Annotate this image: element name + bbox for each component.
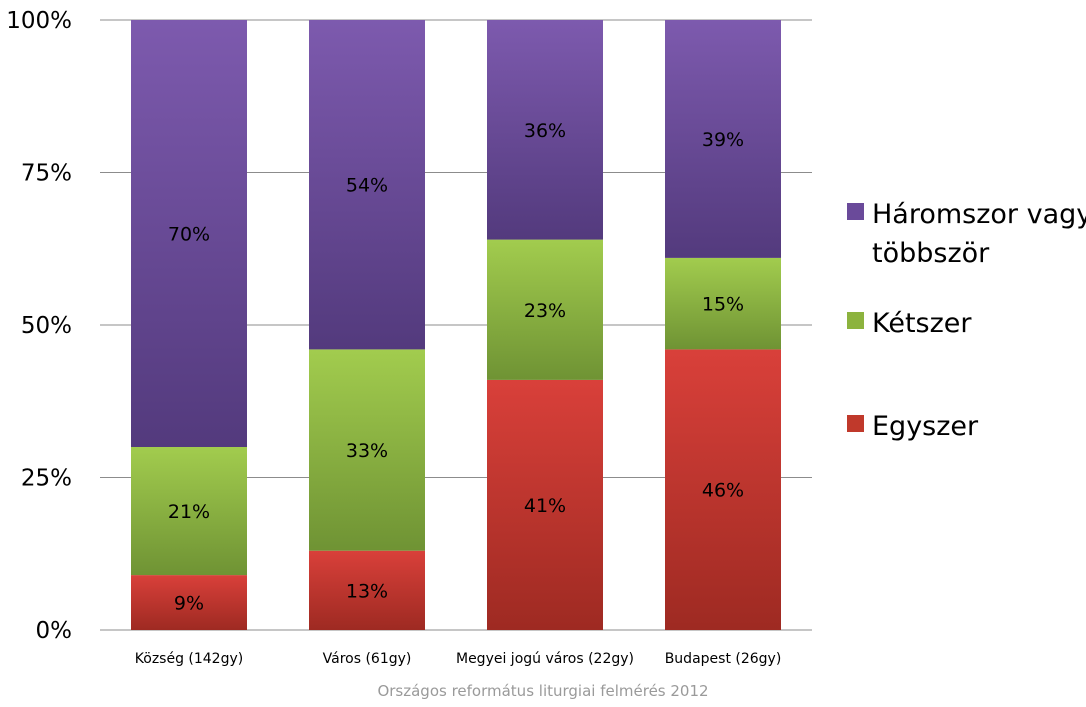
x-axis: Község (142gy) Város (61gy) Megyei jogú vá… [135,651,782,667]
y-tick-label: 75% [21,161,72,187]
data-label: 36% [524,120,566,142]
data-label: 15% [702,294,744,316]
legend-label: többször [872,238,990,269]
y-axis: 0% 25% 50% 75% 100% [6,8,72,644]
legend: Háromszor vagy többször Kétszer Egyszer [847,199,1086,442]
bar-segment [309,550,425,630]
data-label: 13% [346,580,388,602]
legend-label: Egyszer [872,411,979,442]
data-label: 70% [168,224,210,246]
data-label: 41% [524,495,566,517]
bar-segment [309,349,425,551]
bar-segment [131,575,247,630]
data-label: 21% [168,501,210,523]
legend-swatch [847,203,864,220]
bar-segment [487,379,603,630]
data-label: 23% [524,300,566,322]
bar-segment [131,447,247,576]
legend-label: Háromszor vagy [872,199,1086,230]
x-tick-label: Budapest (26gy) [665,651,782,667]
bars: 9% 21% 70% 13% 33% 54% 41% 23% 36% 46% 15% 39% [131,20,781,630]
legend-swatch [847,415,864,432]
y-tick-label: 0% [36,618,73,644]
data-label: 54% [346,175,388,197]
bar-segment [665,349,781,630]
x-tick-label: Város (61gy) [323,651,412,667]
data-label: 39% [702,129,744,151]
y-tick-label: 50% [21,313,72,339]
y-tick-label: 100% [6,8,72,34]
legend-label: Kétszer [872,308,972,339]
bar-segment [487,20,603,240]
y-tick-label: 25% [21,466,72,492]
data-label: 33% [346,440,388,462]
x-tick-label: Megyei jogú város (22gy) [456,651,634,667]
x-tick-label: Község (142gy) [135,651,243,667]
bar-segment [131,20,247,447]
bar-segment [487,239,603,380]
bar-segment [309,20,425,350]
legend-swatch [847,312,864,329]
bar-segment [665,257,781,350]
bar-segment [665,20,781,258]
source-note: Országos református liturgiai felmérés 2… [377,682,709,700]
data-label: 9% [174,593,204,615]
data-label: 46% [702,480,744,502]
